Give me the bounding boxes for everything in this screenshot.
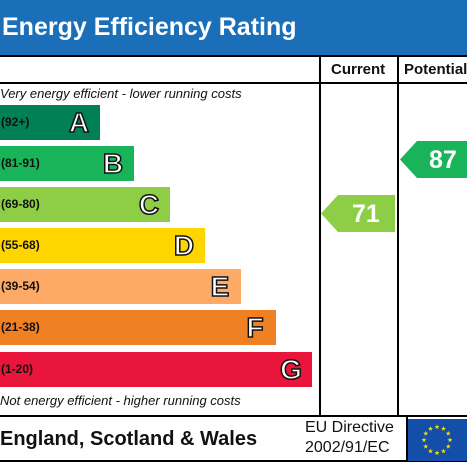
- band-range-label: (1-20): [1, 362, 34, 376]
- band-letter: F: [246, 311, 265, 344]
- potential-column-header: Potential: [404, 61, 467, 78]
- header-bottom-line: [0, 55, 467, 57]
- band-e: (39-54) E: [0, 269, 241, 304]
- current-column-divider: [319, 55, 321, 417]
- eu-star-icon: [428, 448, 433, 454]
- current-column-header: Current: [331, 61, 386, 78]
- eu-star-icon: [423, 443, 429, 449]
- eu-star-icon: [421, 437, 427, 443]
- bottom-note: Not energy efficient - higher running co…: [0, 393, 241, 408]
- band-a: (92+) A: [0, 105, 100, 140]
- band-range-label: (21-38): [1, 320, 40, 334]
- band-range-label: (55-68): [1, 238, 40, 252]
- band-f: (21-38) F: [0, 310, 276, 345]
- column-header-line: [0, 82, 467, 84]
- footer-top-line: [0, 415, 467, 417]
- flag-divider: [406, 415, 408, 462]
- band-c: (69-80) C: [0, 187, 170, 222]
- band-d: (55-68) D: [0, 228, 205, 263]
- footer-bottom-line: [0, 460, 467, 462]
- band-range-label: (92+): [1, 115, 30, 129]
- current-rating-arrow: 71: [321, 195, 395, 232]
- band-letter: D: [173, 229, 195, 262]
- potential-rating-value: 87: [429, 146, 457, 174]
- region-label: England, Scotland & Wales: [0, 428, 258, 450]
- eu-star-icon: [447, 437, 453, 443]
- band-b: (81-91) B: [0, 146, 134, 181]
- eu-star-icon: [445, 443, 451, 449]
- eu-flag-icon: [408, 419, 467, 461]
- band-letter: A: [68, 106, 90, 139]
- eu-star-icon: [428, 426, 433, 431]
- band-letter: C: [138, 188, 160, 221]
- band-letter: E: [210, 270, 230, 303]
- eu-star-icon: [423, 430, 429, 436]
- eu-star-icon: [434, 450, 440, 456]
- current-rating-value: 71: [352, 200, 380, 228]
- band-g: (1-20) G: [0, 352, 312, 387]
- band-range-label: (39-54): [1, 279, 40, 293]
- potential-rating-arrow-shape: [400, 141, 467, 178]
- directive-line-2: 2002/91/EC: [305, 439, 390, 456]
- top-note: Very energy efficient - lower running co…: [0, 86, 242, 101]
- band-range-label: (81-91): [1, 156, 40, 170]
- band-letter: B: [102, 147, 124, 180]
- eu-star-icon: [441, 448, 446, 454]
- band-letter: G: [279, 353, 302, 386]
- eu-stars-icon: [421, 424, 453, 456]
- eu-star-icon: [434, 424, 440, 430]
- page-title: Energy Efficiency Rating: [0, 0, 467, 55]
- potential-column-divider: [397, 55, 399, 417]
- band-range-label: (69-80): [1, 197, 40, 211]
- current-rating-arrow-shape: [321, 195, 395, 232]
- eu-star-icon: [441, 426, 446, 431]
- directive-line-1: EU Directive: [305, 419, 394, 436]
- potential-rating-arrow: 87: [400, 141, 467, 178]
- eu-star-icon: [445, 430, 451, 436]
